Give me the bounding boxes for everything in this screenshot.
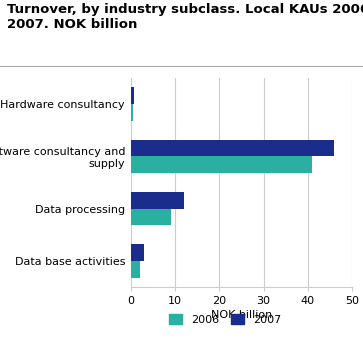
Bar — [131, 261, 139, 278]
Bar — [131, 192, 184, 209]
Bar — [131, 244, 144, 261]
X-axis label: NOK billion: NOK billion — [211, 311, 272, 320]
Legend: 2006, 2007: 2006, 2007 — [165, 309, 285, 329]
Bar — [131, 156, 312, 173]
Bar — [131, 87, 134, 104]
Bar — [131, 104, 133, 121]
Text: Turnover, by industry subclass. Local KAUs 2006 og
2007. NOK billion: Turnover, by industry subclass. Local KA… — [7, 3, 363, 31]
Bar — [131, 140, 334, 156]
Bar — [131, 209, 171, 225]
